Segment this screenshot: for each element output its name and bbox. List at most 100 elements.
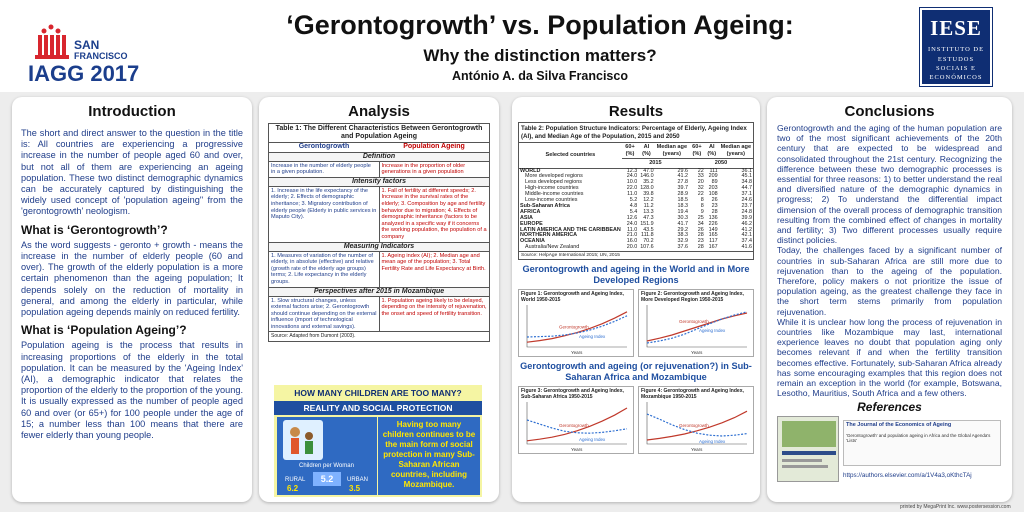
table-2-cell: 11.0 xyxy=(627,191,638,198)
table-2-cell: 16.0 xyxy=(626,238,638,245)
table-2-cell: 43.5 xyxy=(643,226,654,233)
table-1-section: Measuring Indicators xyxy=(269,241,489,252)
table-1-cell: Increase in the proportion of older gene… xyxy=(381,162,466,176)
table-2-header: Median age (years) xyxy=(654,143,689,159)
conclusions-paragraph: Gerontogrowth and the aging of the human… xyxy=(777,123,1002,246)
table-2-row: NORTHERN AMERICA 21.0 111.8 38.3 28 165 42.1 xyxy=(519,233,753,239)
poster-title: ‘Gerontogrowth’ vs. Population Ageing: xyxy=(286,10,794,40)
table-2-cell: 19.4 xyxy=(677,208,689,215)
intro-paragraph: The short and direct answer to the quest… xyxy=(21,128,243,217)
table-2-cell: 35.2 xyxy=(643,179,654,186)
introduction-title: Introduction xyxy=(88,103,176,120)
table-2-cell: EUROPE xyxy=(520,220,543,227)
table-2-cell: 46.2 xyxy=(741,220,753,227)
ageing-index-label: Ageing Index xyxy=(579,334,606,339)
table-2-cell: Low-income countries xyxy=(525,197,578,204)
figure-plot: Gerontogrowth Ageing Index Years xyxy=(526,305,628,355)
table-2-cell: 24.0 xyxy=(626,173,638,180)
figure-axis xyxy=(526,305,627,348)
table-2-header: 60+ (%) xyxy=(689,143,705,159)
table-2-cell: 18.3 xyxy=(677,202,689,209)
table-2-cell: WORLD xyxy=(520,167,541,174)
figure-axis xyxy=(526,402,627,445)
book-cover xyxy=(777,416,839,483)
ageing-index-label: Ageing Index xyxy=(579,437,606,442)
table-2-cell: 25 xyxy=(697,214,704,221)
table-2-cell: 108 xyxy=(708,191,718,198)
table-2-cell: Sub-Saharan Africa xyxy=(520,202,570,209)
population-ageing-paragraph: Population ageing is the process that re… xyxy=(21,340,243,441)
table-1-cell: 1. Fall of fertility at different speeds… xyxy=(381,187,487,240)
iese-logo-line: ECONÓMICOS xyxy=(929,74,983,81)
table-2-cell: 21.0 xyxy=(626,232,638,239)
figure-1: Figure 1: Gerontogrowth and Ageing Index… xyxy=(518,289,634,358)
table-2-cell: 39.8 xyxy=(643,191,654,198)
rural-label: RURAL xyxy=(285,477,306,483)
table-2-cell: Less developed regions xyxy=(525,179,582,186)
table-2-cell: 22 xyxy=(697,167,704,174)
table-2-cell: 226 xyxy=(708,220,718,227)
table-2-cell: 38.3 xyxy=(677,232,689,239)
table-1-cell: 1. Measures of variation of the number o… xyxy=(269,251,380,287)
article-title: 'Gerontogrowth' and population ageing in… xyxy=(846,432,991,444)
table-2-cell: 117 xyxy=(709,238,718,245)
infographic-message: Having too many children continues to be… xyxy=(378,417,480,495)
table-2-header: AI (%) xyxy=(638,143,655,159)
table-1-cell: 1. Ageing index (AI); 2. Median age and … xyxy=(381,252,486,272)
gerontogrowth-heading: What is ‘Gerontogrowth’? xyxy=(21,222,168,237)
ageing-index-label: Ageing Index xyxy=(699,439,726,444)
results-panel: Results Table 2: Population Structure In… xyxy=(512,97,760,502)
figure-axis xyxy=(646,305,747,348)
figure-title: Figure 3: Gerontogrowth and Ageing Index… xyxy=(521,388,624,401)
table-1: Table 1: The Different Characteristics B… xyxy=(268,123,490,343)
table-1-section: Intensity factors xyxy=(269,176,489,187)
iese-logo-line: INSTITUTO DE xyxy=(927,46,985,53)
ageing-index-series xyxy=(526,419,628,434)
table-2-cell: 111 xyxy=(709,167,718,174)
table-2-row: High-income countries 22.0 128.0 39.7 32 203 4… xyxy=(519,185,753,192)
figure-plot: Gerontogrowth Ageing Index Years xyxy=(646,305,748,355)
table-1-caption: Table 1: The Different Characteristics B… xyxy=(269,124,489,143)
table-2-cell: 37.1 xyxy=(741,191,753,198)
poster-header: SAN FRANCISCO IAGG 2017 ‘Gerontogrowth’ … xyxy=(0,0,1024,92)
table-2-cell: 23.7 xyxy=(741,202,753,209)
table-1-cell: Increase in the number of elderly people… xyxy=(269,161,380,177)
table-2-header: Median age (years) xyxy=(718,143,753,159)
table-2-cell: 18.5 xyxy=(677,197,689,204)
analysis-panel: Analysis Table 1: The Different Characte… xyxy=(259,97,499,502)
table-2-cell: OCEANIA xyxy=(520,238,545,245)
poster-subtitle: Why the distinction matters? xyxy=(423,46,657,65)
table-2-cell: 12.3 xyxy=(626,167,638,174)
table-2-cell: Middle-income countries xyxy=(525,191,584,198)
reference-link[interactable]: https://authors.elsevier.com/a/1V4a3,oKt… xyxy=(843,472,972,480)
table-2-cell: 9 xyxy=(700,208,704,215)
table-2-cell: 20 xyxy=(697,179,704,186)
table-2-row: Low-income countries 5.2 12.2 18.5 8 26 24.6 xyxy=(519,197,753,204)
table-2-cell: 8 xyxy=(700,202,704,209)
figure-4: Figure 4: Gerontogrowth and Ageing Index… xyxy=(638,386,754,455)
table-2-cell: 28 xyxy=(697,244,704,251)
table-2-cell: 24.6 xyxy=(741,197,753,204)
ageing-index-series xyxy=(526,315,628,338)
analysis-title: Analysis xyxy=(348,103,410,120)
table-2-caption: Table 2: Population Structure Indicators… xyxy=(519,123,753,143)
table-2-cell: 23 xyxy=(711,202,718,209)
table-2-cell: 70.2 xyxy=(643,238,654,245)
table-1-source: Source: Adapted from Dumont (2003). xyxy=(269,331,489,341)
x-axis-label: Years xyxy=(571,447,583,452)
table-2-cell: LATIN AMERICA AND THE CARIBBEAN xyxy=(520,226,621,233)
table-2-cell: 136 xyxy=(708,214,718,221)
figure-2: Figure 2: Gerontogrowth and Ageing Index… xyxy=(638,289,754,358)
journal-article-thumbnail: The Journal of the Economics of Ageing '… xyxy=(843,420,1001,467)
table-2-row: More developed regions 24.0 146.0 41.2 33 209… xyxy=(519,174,753,180)
table-2-row: AFRICA 5.4 13.3 19.4 9 28 24.8 xyxy=(519,208,753,216)
iagg-logo: SAN FRANCISCO IAGG 2017 xyxy=(24,9,164,86)
table-2-cell: 8 xyxy=(700,197,704,204)
table-2-cell: ASIA xyxy=(520,214,533,221)
table-1-cell: 1. Population ageing likely to be delaye… xyxy=(381,297,487,317)
table-2-cell: 41.7 xyxy=(677,220,689,227)
table-2-cell: 26 xyxy=(711,197,718,204)
references-title: References xyxy=(857,400,922,415)
table-2-cell: 89 xyxy=(711,179,718,186)
table-2-row: Middle-income countries 11.0 39.8 28.9 22 108… xyxy=(519,191,753,198)
